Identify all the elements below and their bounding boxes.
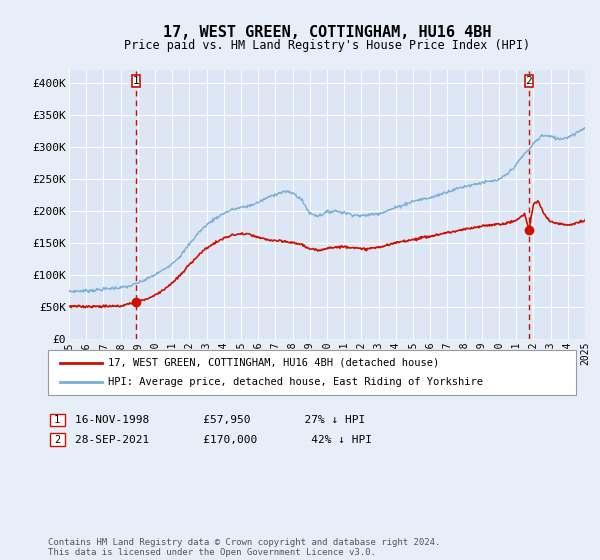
Text: 1: 1 <box>133 76 139 86</box>
Text: 16-NOV-1998        £57,950        27% ↓ HPI: 16-NOV-1998 £57,950 27% ↓ HPI <box>75 415 365 425</box>
Text: 17, WEST GREEN, COTTINGHAM, HU16 4BH: 17, WEST GREEN, COTTINGHAM, HU16 4BH <box>163 25 491 40</box>
Text: Price paid vs. HM Land Registry's House Price Index (HPI): Price paid vs. HM Land Registry's House … <box>124 39 530 52</box>
Bar <box>132 75 140 86</box>
Text: 17, WEST GREEN, COTTINGHAM, HU16 4BH (detached house): 17, WEST GREEN, COTTINGHAM, HU16 4BH (de… <box>108 357 439 367</box>
Text: 2: 2 <box>526 76 532 86</box>
Text: 1: 1 <box>54 415 60 425</box>
Text: 2: 2 <box>54 435 60 445</box>
Text: Contains HM Land Registry data © Crown copyright and database right 2024.
This d: Contains HM Land Registry data © Crown c… <box>48 538 440 557</box>
Text: 28-SEP-2021        £170,000        42% ↓ HPI: 28-SEP-2021 £170,000 42% ↓ HPI <box>75 435 372 445</box>
Text: HPI: Average price, detached house, East Riding of Yorkshire: HPI: Average price, detached house, East… <box>108 377 483 388</box>
Bar <box>525 75 533 86</box>
